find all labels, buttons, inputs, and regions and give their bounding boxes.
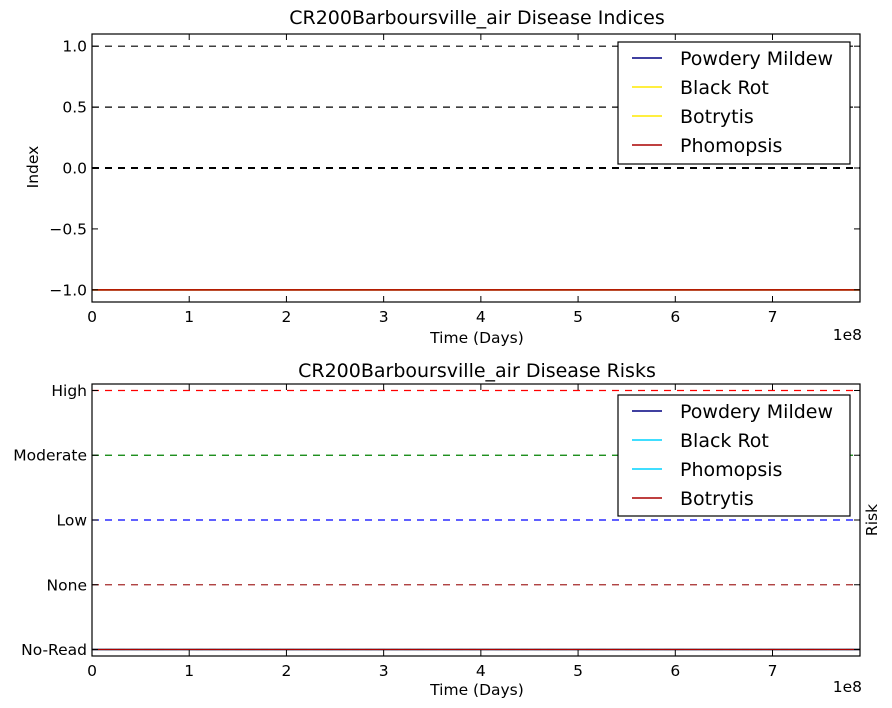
indices-x-tick-label-3: 3 <box>379 308 389 326</box>
risks-y-axis-label: Risk <box>863 504 881 536</box>
risks-y-tick-label-2: Low <box>56 512 87 530</box>
risks-legend-label-2: Phomopsis <box>680 459 782 481</box>
risks-legend-label-1: Black Rot <box>680 430 769 452</box>
indices-x-tick-label-1: 1 <box>184 308 194 326</box>
indices-legend-label-1: Black Rot <box>680 77 769 99</box>
risks-y-tick-label-1: Moderate <box>13 447 87 465</box>
risks-legend-label-0: Powdery Mildew <box>680 401 833 423</box>
indices-y-tick-label-3: −0.5 <box>49 220 87 238</box>
indices-legend-label-3: Phomopsis <box>680 135 782 157</box>
indices-x-tick-label-5: 5 <box>573 308 583 326</box>
risks-y-tick-label-4: No-Read <box>21 641 87 659</box>
risks-legend: Powdery Mildew Black Rot Phomopsis Botrytis <box>617 394 851 517</box>
risks-plot-area: 0 1 2 3 4 5 6 7 High Moderate Low None No-Read Powder… <box>13 382 861 680</box>
indices-legend: Powdery Mildew Black Rot Botrytis Phomopsis <box>617 41 851 165</box>
risks-x-tick-label-7: 7 <box>768 662 778 680</box>
indices-legend-box <box>617 41 851 165</box>
risks-x-offset-text: 1e8 <box>833 678 862 696</box>
risks-chart: CR200Barboursville_air Disease Risks Tim… <box>13 360 881 699</box>
risks-y-tick-label-3: None <box>47 576 87 594</box>
risks-x-tick-label-3: 3 <box>379 662 389 680</box>
indices-x-tick-label-0: 0 <box>87 308 97 326</box>
risks-chart-title: CR200Barboursville_air Disease Risks <box>298 360 656 382</box>
risks-legend-label-3: Botrytis <box>680 488 754 510</box>
indices-y-tick-label-2: 0.0 <box>62 160 87 178</box>
risks-x-tick-label-4: 4 <box>476 662 486 680</box>
indices-x-tick-label-6: 6 <box>670 308 680 326</box>
risks-x-tick-label-5: 5 <box>573 662 583 680</box>
indices-x-tick-label-2: 2 <box>281 308 291 326</box>
indices-y-tick-label-1: 0.5 <box>62 99 87 117</box>
indices-legend-label-2: Botrytis <box>680 106 754 128</box>
risks-y-tick-label-0: High <box>51 382 87 400</box>
indices-chart-title: CR200Barboursville_air Disease Indices <box>289 7 665 29</box>
risks-x-tick-label-6: 6 <box>670 662 680 680</box>
risks-x-axis-label: Time (Days) <box>429 681 524 699</box>
risks-x-tick-label-2: 2 <box>281 662 291 680</box>
indices-y-tick-label-4: −1.0 <box>49 281 87 299</box>
indices-legend-label-0: Powdery Mildew <box>680 48 833 70</box>
indices-x-tick-label-4: 4 <box>476 308 486 326</box>
indices-y-axis-label: Index <box>24 146 42 189</box>
risks-x-tick-label-0: 0 <box>87 662 97 680</box>
indices-plot-area: 0 1 2 3 4 5 6 7 1.0 0.5 0.0 −0.5 −1.0 Powdery Mildew B… <box>49 33 861 326</box>
indices-y-tick-label-0: 1.0 <box>62 38 87 56</box>
indices-chart: CR200Barboursville_air Disease Indices T… <box>24 7 862 347</box>
risks-x-tick-label-1: 1 <box>184 662 194 680</box>
indices-x-axis-label: Time (Days) <box>429 329 524 347</box>
indices-x-tick-label-7: 7 <box>768 308 778 326</box>
risks-legend-box <box>617 394 851 517</box>
indices-x-offset-text: 1e8 <box>833 326 862 344</box>
